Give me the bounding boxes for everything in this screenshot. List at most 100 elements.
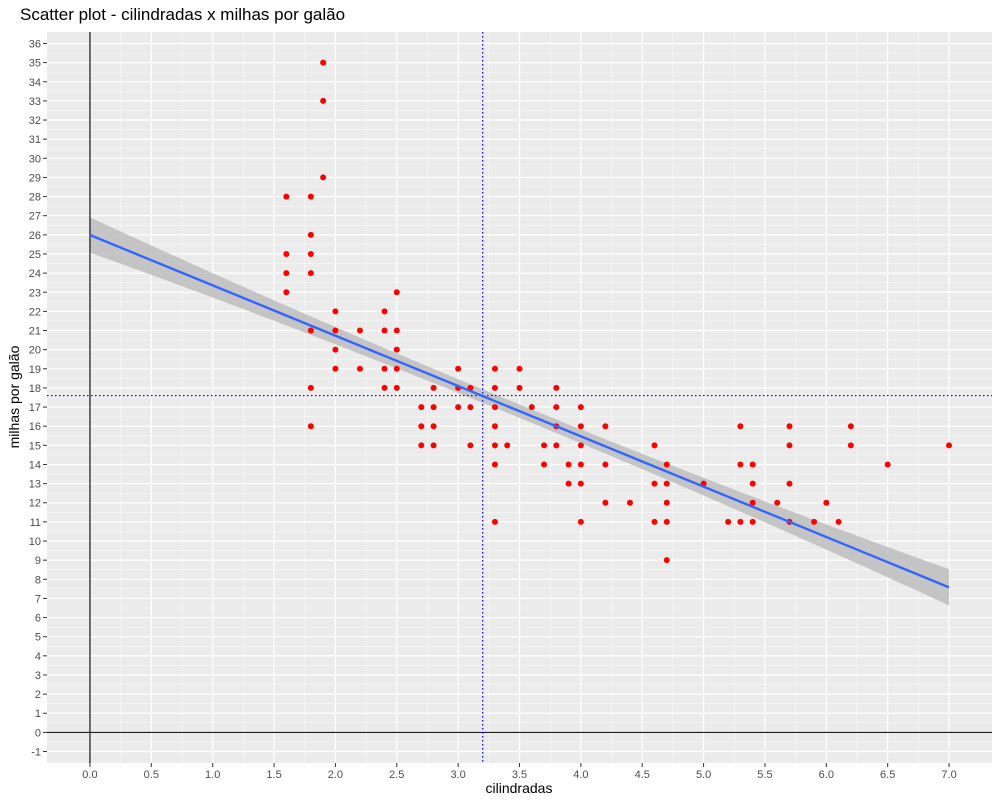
y-tick-label: 5 [35,632,41,644]
y-tick-label: 8 [35,574,41,586]
data-point [663,557,670,564]
data-point [381,308,388,315]
data-point [528,404,535,411]
y-tick-label: 30 [29,153,41,165]
data-point [884,461,891,468]
data-point [418,404,425,411]
data-point [393,365,400,372]
data-point [381,384,388,391]
data-point [737,461,744,468]
data-point [418,442,425,449]
x-tick-label: 1.0 [205,769,220,781]
y-tick-label: 2 [35,689,41,701]
data-point [393,384,400,391]
y-tick-label: 9 [35,555,41,567]
x-tick-label: 7.0 [941,769,956,781]
data-point [307,231,314,238]
data-point [467,404,474,411]
data-points [283,59,953,564]
data-point [577,442,584,449]
data-point [577,518,584,525]
regression-line [89,233,950,589]
data-point [332,327,339,334]
data-point [577,480,584,487]
data-point [823,499,830,506]
data-point [491,518,498,525]
y-axis-title: milhas por galão [6,345,22,448]
data-point [811,518,818,525]
y-tick-label: 34 [29,77,41,89]
data-point [491,404,498,411]
data-point [847,442,854,449]
data-point [786,423,793,430]
chart-title: Scatter plot - cilindradas x milhas por … [20,5,345,24]
y-tick-label: 27 [29,211,41,223]
y-tick-label: 29 [29,172,41,184]
y-tick-label: 14 [29,459,41,471]
y-tick-label: -1 [31,747,41,759]
data-point [356,327,363,334]
y-tick-label: 21 [29,326,41,338]
data-point [320,97,327,104]
data-point [430,442,437,449]
x-axis-title: cilindradas [486,780,553,796]
data-point [626,499,633,506]
data-point [356,365,363,372]
data-point [491,384,498,391]
data-point [749,480,756,487]
data-point [602,423,609,430]
regression-line-group [89,233,950,589]
data-point [541,461,548,468]
data-point [430,423,437,430]
data-point [651,480,658,487]
data-point [455,365,462,372]
y-tick-label: 6 [35,613,41,625]
x-tick-label: 3.5 [512,769,527,781]
data-point [307,250,314,257]
data-point [553,442,560,449]
data-point [602,461,609,468]
data-point [749,499,756,506]
y-tick-label: 7 [35,593,41,605]
data-point [455,404,462,411]
data-point [602,499,609,506]
data-point [749,518,756,525]
y-tick-label: 3 [35,670,41,682]
data-point [393,346,400,353]
data-point [651,518,658,525]
data-point [516,384,523,391]
y-tick-label: 1 [35,708,41,720]
data-point [381,365,388,372]
y-tick-label: 4 [35,651,41,663]
data-point [283,289,290,296]
data-point [491,365,498,372]
data-point [663,461,670,468]
x-tick-label: 6.5 [880,769,895,781]
y-tick-label: 11 [30,517,41,529]
x-tick-label: 5.0 [696,769,711,781]
data-point [774,499,781,506]
data-point [283,250,290,257]
x-tick-label: 0.5 [144,769,159,781]
y-tick-label: 20 [29,345,41,357]
y-tick-label: 26 [29,230,41,242]
data-point [565,480,572,487]
x-tick-label: 3.0 [450,769,465,781]
y-tick-label: 18 [29,383,41,395]
data-point [283,270,290,277]
x-tick-label: 6.0 [819,769,834,781]
y-tick-label: 0 [35,727,41,739]
data-point [516,365,523,372]
x-tick-label: 1.5 [266,769,281,781]
x-tick-label: 2.5 [389,769,404,781]
y-tick-label: 10 [29,536,41,548]
data-point [577,461,584,468]
data-point [749,461,756,468]
y-tick-label: 23 [29,287,41,299]
y-tick-label: 17 [29,402,41,414]
x-axis-ticks: 0.0 0.5 1.0 1.5 2.0 2.5 3.0 3.5 4.0 4.5 5.0 5.5 6.0 6… [82,763,957,781]
data-point [283,193,290,200]
y-tick-label: 36 [29,38,41,50]
